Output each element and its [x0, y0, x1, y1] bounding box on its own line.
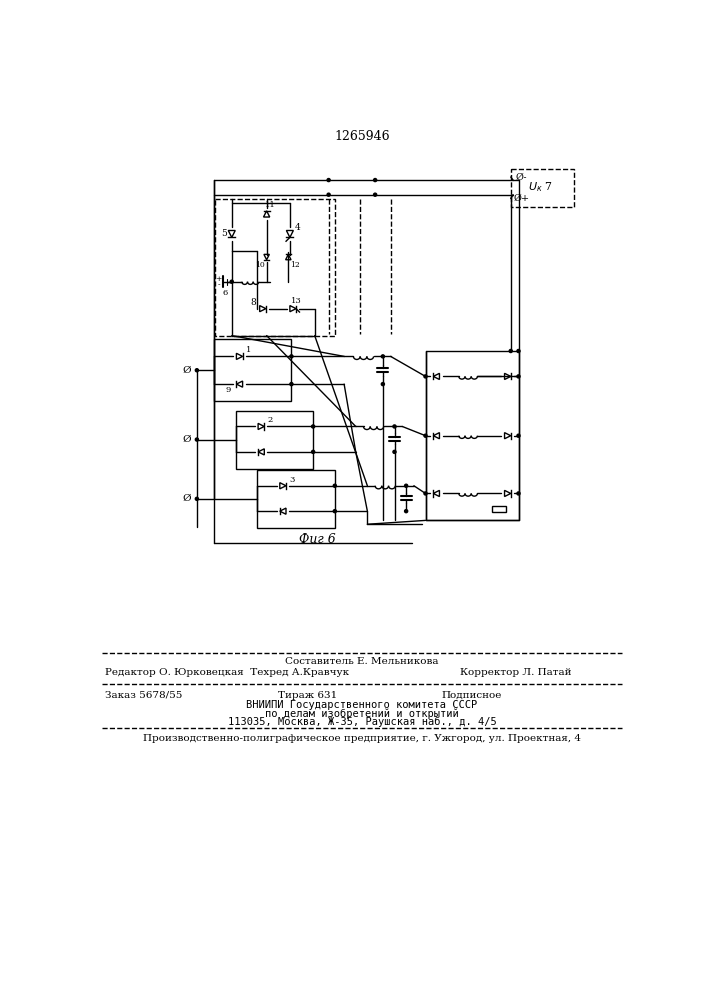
Bar	[492, 506, 506, 512]
Bar	[510, 169, 574, 207]
Text: +: +	[216, 275, 222, 283]
Circle shape	[290, 383, 293, 386]
Text: 3: 3	[289, 476, 295, 484]
Text: Корректор Л. Патай: Корректор Л. Патай	[460, 668, 572, 677]
Circle shape	[393, 450, 396, 453]
Circle shape	[195, 497, 199, 500]
Text: 9: 9	[226, 386, 230, 394]
Circle shape	[373, 179, 377, 182]
Circle shape	[381, 383, 385, 386]
Text: -: -	[217, 282, 220, 290]
Text: 12: 12	[290, 261, 299, 269]
Bar	[215, 199, 335, 336]
Circle shape	[509, 349, 513, 353]
Text: 11: 11	[265, 201, 276, 209]
Circle shape	[517, 434, 520, 437]
Circle shape	[424, 492, 427, 495]
Circle shape	[517, 349, 520, 353]
Text: Ø-: Ø-	[516, 172, 527, 181]
Circle shape	[381, 355, 385, 358]
Circle shape	[393, 425, 396, 428]
Circle shape	[517, 375, 520, 378]
Circle shape	[195, 369, 199, 372]
Text: 2: 2	[268, 416, 273, 424]
Bar	[426, 351, 518, 520]
Text: 113035, Москва, Ж-35, Раушская наб., д. 4/5: 113035, Москва, Ж-35, Раушская наб., д. …	[228, 717, 496, 727]
Circle shape	[312, 425, 315, 428]
Circle shape	[424, 375, 427, 378]
Text: $U_к$ 7: $U_к$ 7	[527, 180, 553, 194]
Text: 1265946: 1265946	[334, 130, 390, 143]
Text: Производственно-полиграфическое предприятие, г. Ужгород, ул. Проектная, 4: Производственно-полиграфическое предприя…	[143, 734, 581, 743]
Circle shape	[327, 193, 330, 196]
Circle shape	[290, 355, 293, 358]
Bar	[257, 470, 335, 528]
Text: Подписное: Подписное	[441, 691, 501, 700]
Circle shape	[517, 492, 520, 495]
Bar	[214, 339, 291, 401]
Circle shape	[404, 510, 408, 513]
Circle shape	[333, 510, 337, 513]
Text: Составитель Е. Мельникова: Составитель Е. Мельникова	[285, 657, 439, 666]
Text: Ø: Ø	[183, 366, 192, 375]
Circle shape	[424, 434, 427, 437]
Text: 4: 4	[295, 223, 300, 232]
Text: Ø: Ø	[183, 435, 192, 444]
Text: Заказ 5678/55: Заказ 5678/55	[105, 691, 183, 700]
Circle shape	[312, 450, 315, 453]
Circle shape	[373, 193, 377, 196]
Text: Ø: Ø	[183, 494, 192, 503]
Text: ВНИИПИ Государственного комитета СССР: ВНИИПИ Государственного комитета СССР	[246, 700, 477, 710]
Text: 10: 10	[255, 261, 265, 269]
Circle shape	[333, 484, 337, 487]
Text: 13: 13	[291, 297, 302, 305]
Text: 8: 8	[250, 298, 257, 307]
Circle shape	[230, 280, 233, 283]
Text: по делам изобретений и открытий: по делам изобретений и открытий	[265, 708, 459, 719]
Text: 6: 6	[223, 289, 228, 297]
Circle shape	[195, 438, 199, 441]
Text: Фиг 6: Фиг 6	[298, 533, 335, 546]
Text: Редактор О. Юрковецкая  Техред А.Кравчук: Редактор О. Юрковецкая Техред А.Кравчук	[105, 668, 349, 677]
Text: 5: 5	[221, 229, 227, 238]
Circle shape	[327, 179, 330, 182]
Circle shape	[404, 484, 408, 487]
Bar	[235, 411, 313, 469]
Text: 1: 1	[246, 346, 252, 354]
Text: Тираж 631: Тираж 631	[279, 691, 337, 700]
Text: Ø+: Ø+	[513, 194, 530, 203]
